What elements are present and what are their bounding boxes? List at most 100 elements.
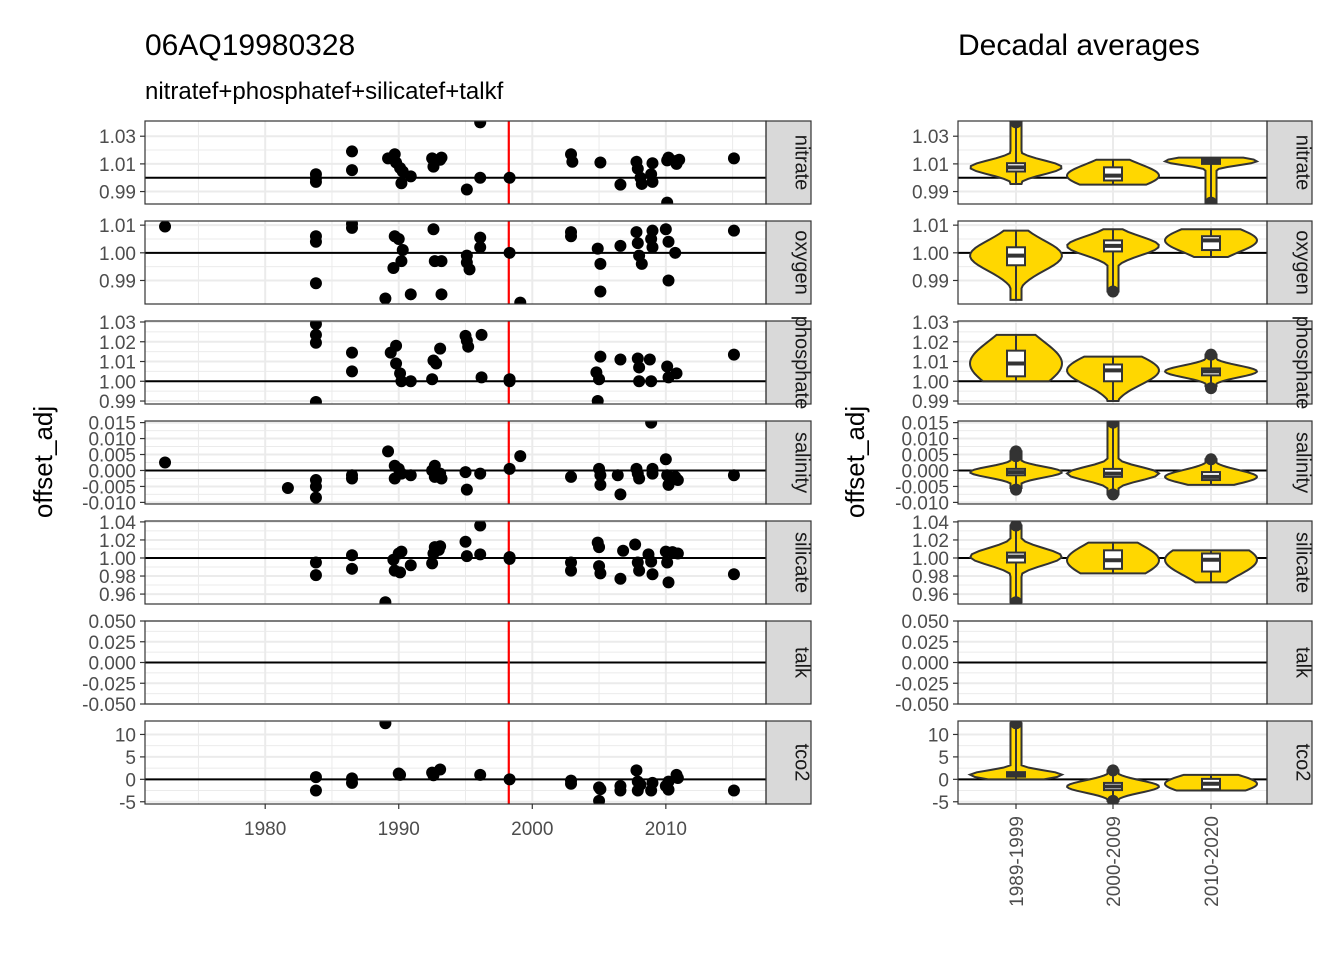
data-point bbox=[594, 285, 607, 298]
data-point bbox=[435, 151, 448, 164]
panel-marks bbox=[309, 521, 740, 604]
facet-strip bbox=[1266, 220, 1313, 305]
data-point bbox=[503, 462, 516, 475]
data-point bbox=[662, 783, 675, 796]
data-point bbox=[645, 555, 658, 568]
box-outlier bbox=[1205, 196, 1217, 204]
data-point bbox=[346, 472, 358, 485]
facet-strip bbox=[1266, 420, 1313, 505]
panel-marks bbox=[309, 321, 740, 404]
y-tick-label: 0.000 bbox=[901, 461, 949, 482]
decadal-chart-title: Decadal averages bbox=[958, 29, 1200, 62]
data-point bbox=[309, 784, 322, 797]
panel-background bbox=[145, 221, 766, 304]
data-point bbox=[643, 353, 656, 366]
data-point bbox=[309, 569, 322, 582]
data-point bbox=[631, 237, 644, 250]
data-point bbox=[727, 568, 740, 581]
panel-border bbox=[144, 220, 767, 305]
facet-strip-label: phosphate bbox=[1292, 316, 1314, 409]
facet-strip-label: salinity bbox=[791, 432, 813, 493]
box-outlier bbox=[1010, 596, 1022, 604]
y-tick-label: 10 bbox=[115, 725, 136, 746]
y-tick-label: 1.01 bbox=[99, 216, 136, 237]
data-point bbox=[460, 183, 473, 196]
data-point bbox=[565, 470, 578, 483]
data-point bbox=[565, 230, 578, 243]
x-tick-label: 2010 bbox=[645, 819, 687, 840]
data-point bbox=[309, 771, 322, 784]
data-point bbox=[503, 375, 516, 388]
data-point bbox=[614, 780, 627, 793]
data-point bbox=[404, 288, 417, 301]
data-point bbox=[474, 521, 487, 532]
data-point bbox=[474, 171, 487, 184]
data-point bbox=[633, 375, 646, 388]
data-point bbox=[503, 552, 516, 565]
panel-border bbox=[957, 320, 1268, 405]
facet-strip-label: oxygen bbox=[1292, 230, 1314, 295]
panel-marks bbox=[969, 421, 1258, 501]
y-tick-label: 0.025 bbox=[901, 633, 949, 654]
box-outlier bbox=[1205, 382, 1217, 395]
data-point bbox=[662, 235, 675, 248]
y-tick-label: 0.99 bbox=[99, 392, 136, 413]
y-tick-label: 1.01 bbox=[912, 216, 949, 237]
data-point bbox=[346, 549, 358, 562]
data-point bbox=[727, 784, 740, 797]
panel-marks bbox=[968, 521, 1259, 604]
data-point bbox=[593, 541, 606, 554]
y-tick-label: 1.00 bbox=[99, 372, 136, 393]
facet-strip bbox=[1266, 720, 1313, 805]
box-outlier bbox=[1107, 421, 1119, 429]
data-point bbox=[594, 350, 607, 363]
panel-marks bbox=[159, 221, 740, 304]
data-point bbox=[727, 469, 740, 482]
y-tick-label: 0.000 bbox=[88, 461, 136, 482]
data-point bbox=[594, 567, 607, 580]
data-point bbox=[646, 241, 659, 254]
box-outlier bbox=[1010, 721, 1022, 730]
y-tick-label: -0.025 bbox=[895, 674, 949, 695]
data-point bbox=[346, 776, 358, 789]
data-point bbox=[390, 339, 403, 352]
timeseries-panel-silicate: 0.960.981.001.021.04 silicate bbox=[99, 513, 813, 606]
data-point bbox=[611, 469, 624, 482]
data-point bbox=[395, 467, 408, 480]
y-tick-label: 1.00 bbox=[912, 549, 949, 570]
panel-marks bbox=[159, 421, 740, 504]
data-point bbox=[635, 257, 648, 270]
data-point bbox=[459, 535, 472, 548]
box-outlier bbox=[1010, 483, 1022, 496]
data-point bbox=[630, 226, 643, 239]
data-point bbox=[594, 469, 607, 482]
y-tick-label: -0.010 bbox=[82, 493, 136, 514]
facet-strip-label: silicate bbox=[791, 532, 813, 593]
data-point bbox=[392, 232, 405, 245]
facet-strip-label: tco2 bbox=[791, 744, 813, 782]
data-point bbox=[460, 483, 473, 496]
x-tick-label: 2000 bbox=[511, 819, 553, 840]
data-point bbox=[614, 239, 627, 252]
data-point bbox=[309, 556, 322, 569]
box-outlier bbox=[1107, 285, 1119, 298]
data-point bbox=[404, 469, 417, 482]
x-category-label: 2000-2009 bbox=[1104, 816, 1125, 907]
y-tick-label: 0 bbox=[938, 770, 949, 791]
data-point bbox=[614, 353, 627, 366]
data-point bbox=[565, 777, 578, 790]
data-point bbox=[395, 255, 408, 268]
x-tick-label: 1990 bbox=[378, 819, 420, 840]
x-category-label: 2010-2020 bbox=[1202, 816, 1223, 907]
data-point bbox=[593, 373, 606, 386]
y-tick-label: -0.010 bbox=[895, 493, 949, 514]
panel-border bbox=[144, 520, 767, 605]
data-point bbox=[669, 246, 682, 259]
data-point bbox=[379, 292, 392, 304]
data-point bbox=[662, 478, 675, 491]
y-tick-label: 1.01 bbox=[912, 155, 949, 176]
data-point bbox=[309, 321, 322, 330]
data-point bbox=[727, 224, 740, 237]
